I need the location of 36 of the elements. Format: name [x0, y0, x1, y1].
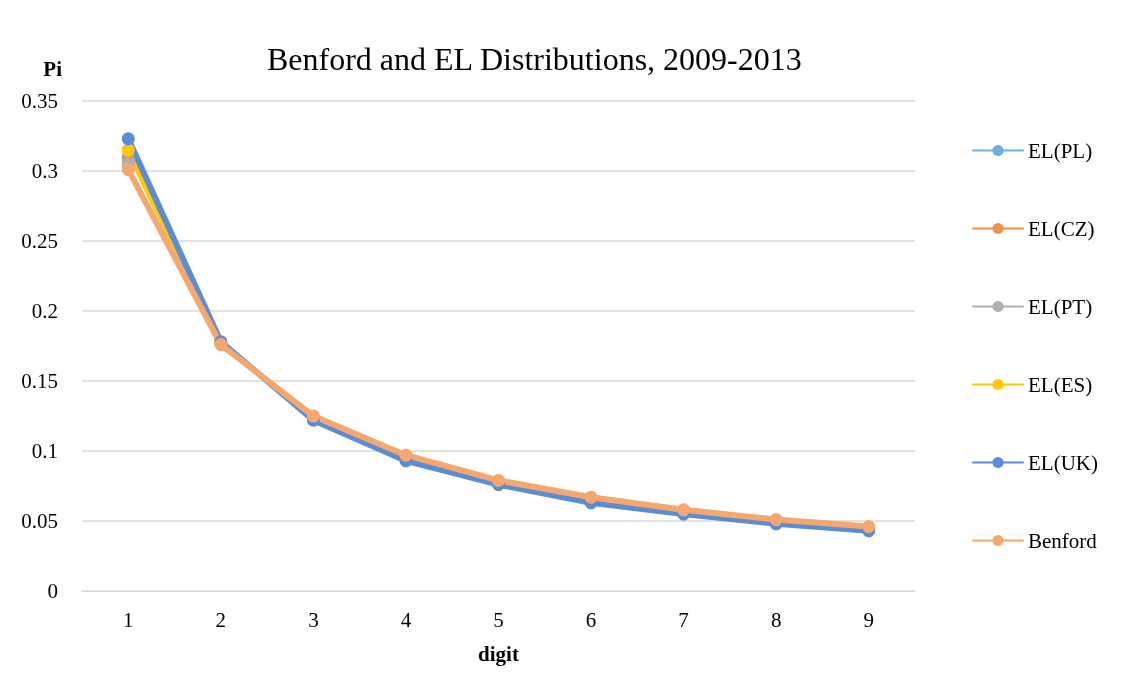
legend-label: Benford [1028, 528, 1098, 553]
point [769, 513, 783, 527]
y-tick-label: 0.1 [31, 439, 58, 463]
x-tick-label: 6 [585, 607, 597, 632]
y-tick-label: 0 [47, 579, 58, 603]
x-tick-label: 5 [493, 607, 504, 632]
chart-title: Benford and EL Distributions, 2009-2013 [267, 41, 802, 77]
point [584, 490, 598, 504]
legend-label: EL(PT) [1028, 294, 1093, 319]
legend-label: EL(PL) [1028, 138, 1093, 163]
y-tick-label: 0.05 [21, 509, 58, 533]
legend-label: EL(UK) [1028, 450, 1099, 475]
x-tick-label: 2 [215, 607, 227, 632]
y-tick-label: 0.3 [31, 159, 58, 183]
legend-label: EL(ES) [1028, 372, 1093, 397]
point [121, 163, 135, 177]
x-tick-label: 8 [770, 607, 782, 632]
y-axis-title: Pi [43, 56, 63, 81]
point [862, 520, 876, 534]
point [399, 448, 413, 462]
x-tick-label: 9 [863, 607, 874, 632]
point [306, 409, 320, 423]
point [492, 473, 505, 487]
point [121, 132, 135, 146]
x-tick-label: 3 [308, 607, 319, 632]
x-axis-title: digit [478, 641, 519, 666]
legend-label: EL(CZ) [1028, 216, 1095, 241]
point [121, 143, 135, 157]
x-tick-label: 1 [123, 607, 134, 632]
y-tick-label: 0.35 [21, 89, 58, 113]
x-tick-label: 4 [400, 607, 412, 632]
y-tick-label: 0.15 [21, 369, 58, 393]
y-tick-label: 0.25 [21, 229, 58, 253]
point [677, 503, 691, 517]
y-tick-label: 0.2 [31, 299, 58, 323]
x-tick-label: 7 [678, 607, 689, 632]
